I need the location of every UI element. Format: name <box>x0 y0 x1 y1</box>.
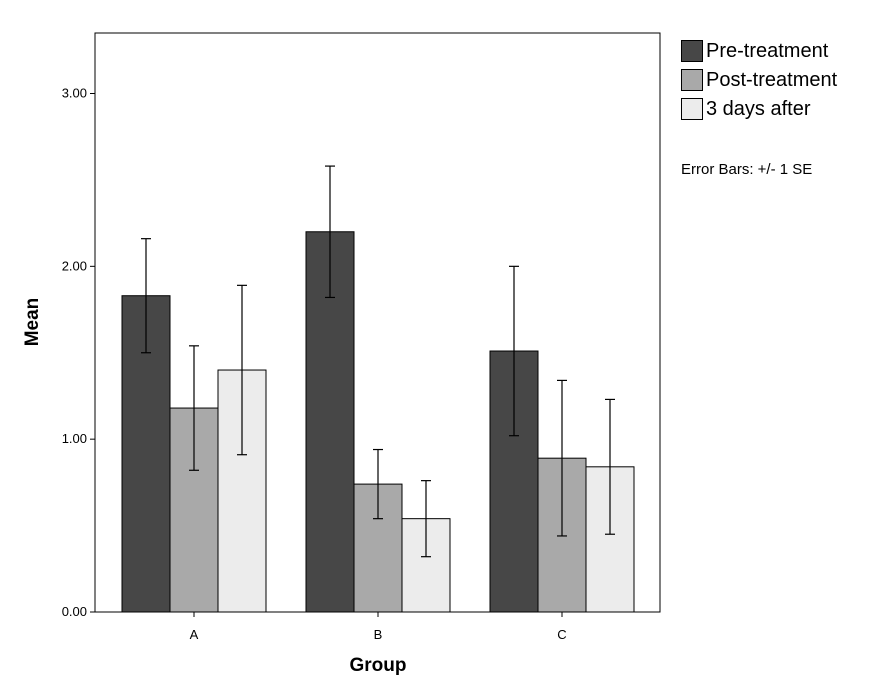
legend-swatch-3-days-after <box>681 97 703 120</box>
x-axis: A B C <box>190 612 567 642</box>
y-tick-label: 0.00 <box>62 604 87 619</box>
y-tick-label: 2.00 <box>62 258 87 273</box>
y-tick-label: 1.00 <box>62 431 87 446</box>
x-tick-label: B <box>374 627 383 642</box>
legend-item-pre-treatment: Pre-treatment <box>681 36 876 65</box>
y-tick-label: 3.00 <box>62 85 87 100</box>
legend-label: Pre-treatment <box>706 39 829 62</box>
legend-item-3-days-after: 3 days after <box>681 94 876 123</box>
x-tick-label: A <box>190 627 199 642</box>
error-bars-note: Error Bars: +/- 1 SE <box>681 161 813 178</box>
legend: Pre-treatment Post-treatment 3 days afte… <box>681 36 876 123</box>
legend-label: 3 days after <box>706 97 811 120</box>
x-axis-title: Group <box>350 655 407 676</box>
x-tick-label: C <box>557 627 566 642</box>
y-axis: 0.00 1.00 2.00 3.00 <box>62 85 95 619</box>
legend-swatch-pre-treatment <box>681 39 703 62</box>
legend-label: Post-treatment <box>706 68 838 91</box>
bars-layer <box>121 231 635 613</box>
legend-item-post-treatment: Post-treatment <box>681 65 876 94</box>
errorbars-layer <box>141 165 615 558</box>
y-axis-title: Mean <box>22 298 43 347</box>
legend-swatch-post-treatment <box>681 68 703 91</box>
